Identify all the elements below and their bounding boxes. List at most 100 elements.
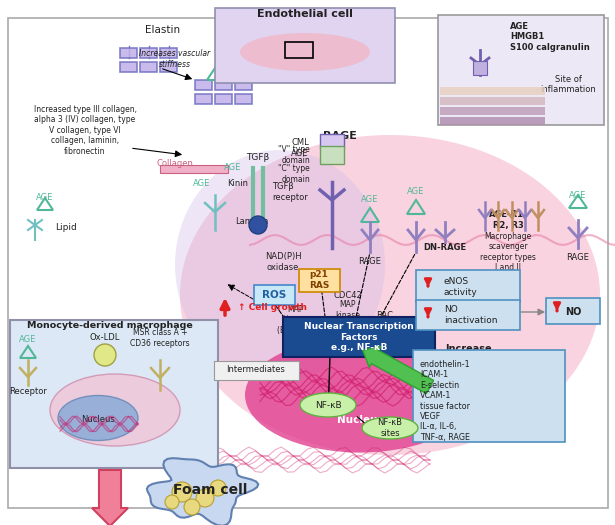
Ellipse shape [362, 417, 418, 439]
Bar [120, 62, 137, 72]
FancyBboxPatch shape [298, 268, 339, 291]
Text: NAD(P)H
oxidase: NAD(P)H oxidase [264, 253, 301, 272]
Text: Increased type III collagen,
alpha 3 (IV) collagen, type
V collagen, type VI
col: Increased type III collagen, alpha 3 (IV… [33, 105, 137, 155]
Text: NF-κB
sites: NF-κB sites [378, 418, 402, 438]
Circle shape [165, 495, 179, 509]
Circle shape [196, 489, 214, 507]
Text: MAP
kinase
(ERK 1/2): MAP kinase (ERK 1/2) [277, 305, 313, 335]
Circle shape [184, 499, 200, 515]
Text: ↑ Cell growth: ↑ Cell growth [238, 302, 307, 311]
FancyBboxPatch shape [413, 350, 565, 442]
Bar [160, 48, 177, 58]
Text: Increases vascular
stiffness: Increases vascular stiffness [140, 49, 210, 69]
Text: MAP
kinase
p3B: MAP kinase p3B [336, 300, 360, 330]
Text: DN-RAGE: DN-RAGE [424, 244, 467, 253]
FancyBboxPatch shape [283, 317, 435, 357]
Text: Nucleus: Nucleus [336, 415, 383, 425]
Ellipse shape [245, 338, 475, 453]
Bar [10, 320, 218, 468]
Text: "C" type
domain: "C" type domain [278, 164, 310, 184]
Ellipse shape [300, 393, 356, 417]
Bar [440, 117, 545, 125]
Text: endothelin-1
ICAM-1
E-selectin
VCAM-1
tissue factor
VEGF
IL-α, IL-6,
TNF-α, RAGE: endothelin-1 ICAM-1 E-selectin VCAM-1 ti… [420, 360, 470, 442]
Text: Site of
inflammation: Site of inflammation [540, 75, 596, 94]
Circle shape [249, 216, 267, 234]
Text: Increase
transcription: Increase transcription [432, 344, 504, 366]
Bar [140, 62, 157, 72]
Bar [438, 15, 604, 125]
FancyBboxPatch shape [416, 300, 520, 330]
Text: AGE: AGE [569, 191, 587, 200]
Text: RAGE: RAGE [323, 131, 357, 141]
Text: RAGE: RAGE [566, 254, 589, 262]
FancyBboxPatch shape [416, 270, 520, 302]
Text: MSR class A +
CD36 receptors: MSR class A + CD36 receptors [130, 328, 190, 348]
Circle shape [94, 344, 116, 366]
Bar [440, 97, 545, 105]
Text: AGE: AGE [407, 187, 425, 196]
Text: Collagen: Collagen [157, 159, 194, 167]
Text: AGE: AGE [362, 195, 379, 205]
Bar [215, 80, 232, 90]
Bar [440, 107, 545, 115]
Bar [235, 80, 252, 90]
Bar [160, 62, 177, 72]
Text: Laminin: Laminin [235, 217, 268, 226]
Text: NO: NO [565, 307, 581, 317]
Ellipse shape [240, 33, 370, 71]
Text: TGFβ
receptor: TGFβ receptor [272, 182, 308, 202]
Text: Receptor: Receptor [9, 387, 47, 396]
Ellipse shape [180, 135, 600, 455]
Bar [320, 146, 344, 164]
Text: AGE: AGE [193, 178, 211, 187]
Text: AGE-R1,
R2, R3: AGE-R1, R2, R3 [489, 211, 527, 230]
FancyBboxPatch shape [213, 361, 298, 380]
Text: eNOS
activity: eNOS activity [444, 277, 478, 297]
Text: AGE: AGE [224, 163, 242, 173]
Text: RAGE: RAGE [359, 257, 381, 267]
FancyBboxPatch shape [546, 298, 600, 324]
Circle shape [210, 480, 226, 496]
Bar [195, 80, 212, 90]
Bar [120, 48, 137, 58]
Text: NO
inactivation: NO inactivation [444, 306, 498, 324]
Text: TGFβ: TGFβ [247, 153, 269, 163]
Bar [473, 61, 487, 75]
Bar [195, 94, 212, 104]
Text: Lipid: Lipid [55, 224, 77, 233]
Text: Endothelial cell: Endothelial cell [257, 9, 353, 19]
Bar [215, 94, 232, 104]
Text: CDC42: CDC42 [333, 290, 362, 299]
Text: Intermediates: Intermediates [226, 365, 285, 374]
Text: ROS: ROS [262, 290, 286, 300]
Text: CML
AGE: CML AGE [291, 138, 309, 158]
Polygon shape [147, 458, 258, 525]
Text: Ox-LDL: Ox-LDL [90, 333, 120, 342]
Bar [215, 8, 395, 83]
Text: Macrophage
scavenger
receptor types
I and II: Macrophage scavenger receptor types I an… [480, 232, 536, 272]
Text: NF-κB: NF-κB [315, 401, 341, 410]
Bar [440, 87, 545, 95]
Text: Kinin: Kinin [228, 178, 248, 187]
Text: Nuclear Transcription
Factors
e.g., NF-κB: Nuclear Transcription Factors e.g., NF-κ… [304, 322, 414, 352]
Bar [320, 134, 344, 148]
Text: Nucleus: Nucleus [81, 415, 115, 425]
FancyBboxPatch shape [253, 285, 295, 304]
Ellipse shape [58, 395, 138, 440]
Circle shape [172, 482, 192, 502]
Text: Foam cell: Foam cell [173, 483, 247, 497]
Text: p21
RAS: p21 RAS [309, 270, 329, 290]
Text: "V" type
domain: "V" type domain [278, 145, 310, 165]
Text: Elastin: Elastin [145, 25, 181, 35]
Text: AGE: AGE [217, 41, 235, 50]
Ellipse shape [175, 150, 385, 380]
Bar [285, 42, 313, 58]
FancyArrow shape [92, 470, 128, 525]
Bar [160, 165, 228, 173]
Text: AGE: AGE [36, 194, 54, 203]
Bar [235, 94, 252, 104]
FancyArrow shape [363, 346, 434, 394]
Text: AGE: AGE [19, 335, 37, 344]
Text: RAC: RAC [376, 310, 394, 320]
Bar [140, 48, 157, 58]
